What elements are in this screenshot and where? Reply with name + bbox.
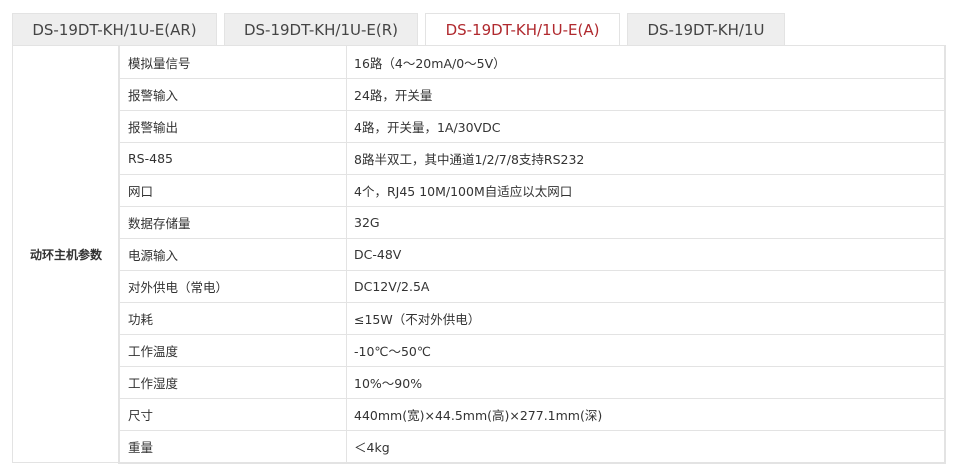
spec-value: DC12V/2.5A	[354, 279, 430, 294]
table-row: 报警输出 4路，开关量，1A/30VDC	[120, 110, 944, 142]
table-row: 重量 ＜4kg	[120, 430, 944, 462]
spec-key: 报警输入	[120, 79, 347, 110]
spec-value: ＜4kg	[354, 440, 390, 455]
table-row: 工作温度 -10℃～50℃	[120, 334, 944, 366]
spec-value: 4个，RJ45 10M/100M自适应以太网口	[354, 184, 573, 199]
spec-value: 32G	[354, 215, 380, 230]
spec-key: 重量	[120, 431, 347, 462]
spec-value: 8路半双工，其中通道1/2/7/8支持RS232	[354, 152, 585, 167]
spec-table: 动环主机参数 模拟量信号 16路（4～20mA/0～5V） 报警输入 24路，开关量报…	[12, 45, 946, 464]
spec-key: 尺寸	[120, 399, 347, 430]
table-row: 模拟量信号 16路（4～20mA/0～5V）	[120, 46, 944, 78]
spec-value: 4路，开关量，1A/30VDC	[354, 120, 501, 135]
table-row: 网口 4个，RJ45 10M/100M自适应以太网口	[120, 174, 944, 206]
table-row: 数据存储量 32G	[120, 206, 944, 238]
tab-ds-19dt-kh-1u-e-r[interactable]: DS-19DT-KH/1U-E(R)	[224, 13, 418, 45]
table-row: RS-485 8路半双工，其中通道1/2/7/8支持RS232	[120, 142, 944, 174]
spec-key: 功耗	[120, 303, 347, 334]
spec-key: 数据存储量	[120, 207, 347, 238]
spec-key: 网口	[120, 175, 347, 206]
table-row: 功耗 ≤15W（不对外供电）	[120, 302, 944, 334]
table-row: 报警输入 24路，开关量	[120, 78, 944, 110]
spec-key: 模拟量信号	[120, 46, 347, 78]
spec-value: ≤15W（不对外供电）	[354, 312, 481, 327]
tab-ds-19dt-kh-1u-e-ar[interactable]: DS-19DT-KH/1U-E(AR)	[12, 13, 217, 45]
spec-key: 报警输出	[120, 111, 347, 142]
table-row: 尺寸 440mm(宽)×44.5mm(高)×277.1mm(深)	[120, 398, 944, 430]
spec-key: 对外供电（常电）	[120, 271, 347, 302]
spec-value: 24路，开关量	[354, 88, 433, 103]
spec-key: 工作湿度	[120, 367, 347, 398]
spec-key: 工作温度	[120, 335, 347, 366]
group-label: 动环主机参数	[29, 247, 102, 262]
spec-key: RS-485	[120, 143, 347, 174]
spec-key: 电源输入	[120, 239, 347, 270]
table-row: 工作湿度 10%～90%	[120, 366, 944, 398]
spec-value: 440mm(宽)×44.5mm(高)×277.1mm(深)	[354, 408, 603, 423]
table-row: 对外供电（常电） DC12V/2.5A	[120, 270, 944, 302]
spec-value: -10℃～50℃	[354, 344, 431, 359]
table-row: 电源输入 DC-48V	[120, 238, 944, 270]
tab-ds-19dt-kh-1u[interactable]: DS-19DT-KH/1U	[627, 13, 785, 45]
spec-value: 16路（4～20mA/0～5V）	[354, 55, 506, 71]
tab-ds-19dt-kh-1u-e-a[interactable]: DS-19DT-KH/1U-E(A)	[425, 13, 620, 46]
spec-value: DC-48V	[354, 247, 402, 262]
spec-value: 10%～90%	[354, 376, 423, 391]
spec-rows: 模拟量信号 16路（4～20mA/0～5V） 报警输入 24路，开关量 报警输出 4路，开…	[118, 46, 946, 464]
